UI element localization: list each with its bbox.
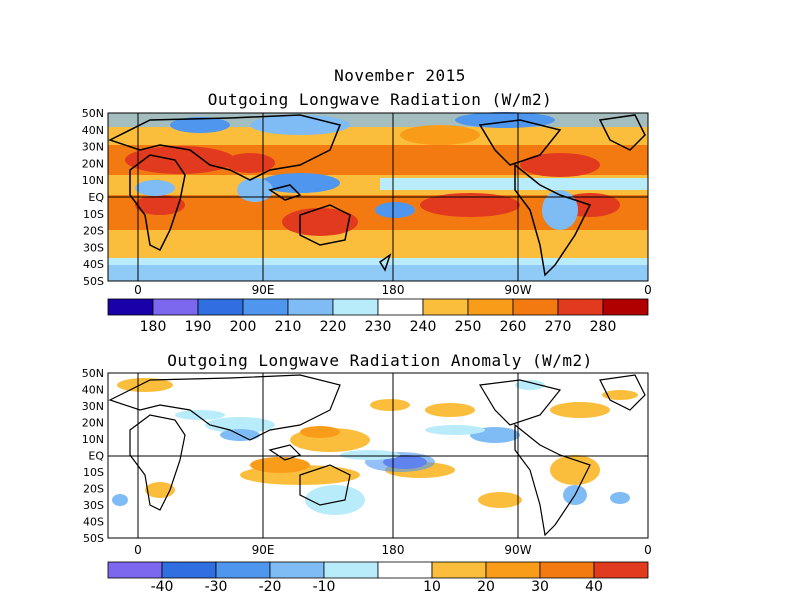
map-title-anomaly: Outgoing Longwave Radiation Anomaly (W/m… xyxy=(167,351,593,370)
lat-label: 50N xyxy=(82,367,104,380)
colorbar-label: 240 xyxy=(410,319,437,335)
lon-label: 0 xyxy=(644,543,652,557)
lon-label: 90W xyxy=(504,283,531,297)
colorbar-label: 230 xyxy=(365,319,392,335)
colorbar-swatch xyxy=(107,298,154,316)
olr-gridlines xyxy=(108,113,648,281)
colorbar-swatch xyxy=(593,561,649,579)
colorbar-label: 250 xyxy=(455,319,482,335)
colorbar-label: 280 xyxy=(590,319,617,335)
colorbar-label: 260 xyxy=(500,319,527,335)
lat-label: 10N xyxy=(82,174,104,187)
lon-label: 90W xyxy=(504,543,531,557)
anomaly-coastlines xyxy=(108,374,646,537)
colorbar-label: 210 xyxy=(275,319,302,335)
colorbar-label: 180 xyxy=(140,319,167,335)
colorbar-swatch xyxy=(539,561,595,579)
lat-label: EQ xyxy=(88,450,104,463)
lat-label: 10N xyxy=(82,433,104,446)
lat-label: 50N xyxy=(82,107,104,120)
colorbar-swatch xyxy=(557,298,604,316)
colorbar-label: -40 xyxy=(151,579,174,595)
map-title-olr: Outgoing Longwave Radiation (W/m2) xyxy=(207,90,553,109)
lat-label: 40S xyxy=(83,516,104,529)
colorbar-label: 190 xyxy=(185,319,212,335)
lat-label: EQ xyxy=(88,191,104,204)
lat-label: 20N xyxy=(82,417,104,430)
colorbar-swatch xyxy=(269,561,325,579)
lat-label: 30S xyxy=(83,241,104,254)
lat-label: 30S xyxy=(83,499,104,512)
lon-label: 180 xyxy=(382,543,405,557)
anomaly-colorbar: -40 -30 -20 -10 10 20 30 40 xyxy=(107,561,649,595)
colorbar-label: -20 xyxy=(259,579,282,595)
colorbar-label: -10 xyxy=(313,579,336,595)
lat-label: 50S xyxy=(83,532,104,545)
colorbar-label: 40 xyxy=(585,579,603,595)
colorbar-swatch xyxy=(512,298,559,316)
olr-coastlines xyxy=(108,114,646,277)
colorbar-swatch xyxy=(215,561,271,579)
anomaly-field xyxy=(112,378,638,515)
figure-title: November 2015 xyxy=(334,66,466,85)
olr-lon-labels: 0 90E 180 90W 0 xyxy=(134,283,652,297)
lat-label: 40S xyxy=(83,258,104,271)
colorbar-label: 30 xyxy=(531,579,549,595)
lat-label: 10S xyxy=(83,208,104,221)
colorbar-swatch xyxy=(602,298,649,316)
colorbar-label: 220 xyxy=(320,319,347,335)
lon-label: 90E xyxy=(252,283,275,297)
lon-label: 180 xyxy=(382,283,405,297)
colorbar-label: 10 xyxy=(423,579,441,595)
olr-lat-labels: 50N 40N 30N 20N 10N EQ 10S 20S 30S 40S 50S xyxy=(82,107,105,288)
colorbar-swatch xyxy=(152,298,199,316)
colorbar-swatch xyxy=(197,298,244,316)
lat-label: 10S xyxy=(83,466,104,479)
lon-label: 0 xyxy=(644,283,652,297)
colorbar-swatch xyxy=(377,298,424,316)
olr-field xyxy=(108,112,648,281)
lat-label: 20N xyxy=(82,157,104,170)
lat-label: 20S xyxy=(83,483,104,496)
lat-label: 30N xyxy=(82,400,104,413)
lon-label: 90E xyxy=(252,543,275,557)
lat-label: 50S xyxy=(83,275,104,288)
colorbar-swatch xyxy=(287,298,334,316)
anomaly-gridlines xyxy=(108,373,648,538)
anomaly-map: 50N 40N 30N 20N 10N EQ 10S 20S 30S 40S 50S 0 90E 180… xyxy=(82,367,652,595)
lon-label: 0 xyxy=(134,283,142,297)
colorbar-swatch xyxy=(467,298,514,316)
lon-label: 0 xyxy=(134,543,142,557)
colorbar-swatch xyxy=(332,298,379,316)
colorbar-swatch xyxy=(422,298,469,316)
anomaly-map-frame xyxy=(107,372,649,539)
lat-label: 40N xyxy=(82,384,104,397)
olr-map-frame xyxy=(107,112,649,282)
colorbar-swatch xyxy=(107,561,163,579)
anomaly-lon-labels: 0 90E 180 90W 0 xyxy=(134,543,652,557)
lat-label: 30N xyxy=(82,141,104,154)
colorbar-swatch xyxy=(242,298,289,316)
colorbar-swatch xyxy=(485,561,541,579)
colorbar-swatch xyxy=(431,561,487,579)
lat-label: 40N xyxy=(82,124,104,137)
anomaly-lat-labels: 50N 40N 30N 20N 10N EQ 10S 20S 30S 40S 50S xyxy=(82,367,105,545)
colorbar-swatch xyxy=(161,561,217,579)
lat-label: 20S xyxy=(83,225,104,238)
colorbar-swatch xyxy=(377,561,433,579)
colorbar-label: 270 xyxy=(545,319,572,335)
colorbar-label: -30 xyxy=(205,579,228,595)
colorbar-swatch xyxy=(323,561,379,579)
colorbar-label: 20 xyxy=(477,579,495,595)
olr-colorbar: 180 190 200 210 220 230 240 250 260 270 280 xyxy=(107,298,649,335)
colorbar-label: 200 xyxy=(230,319,257,335)
